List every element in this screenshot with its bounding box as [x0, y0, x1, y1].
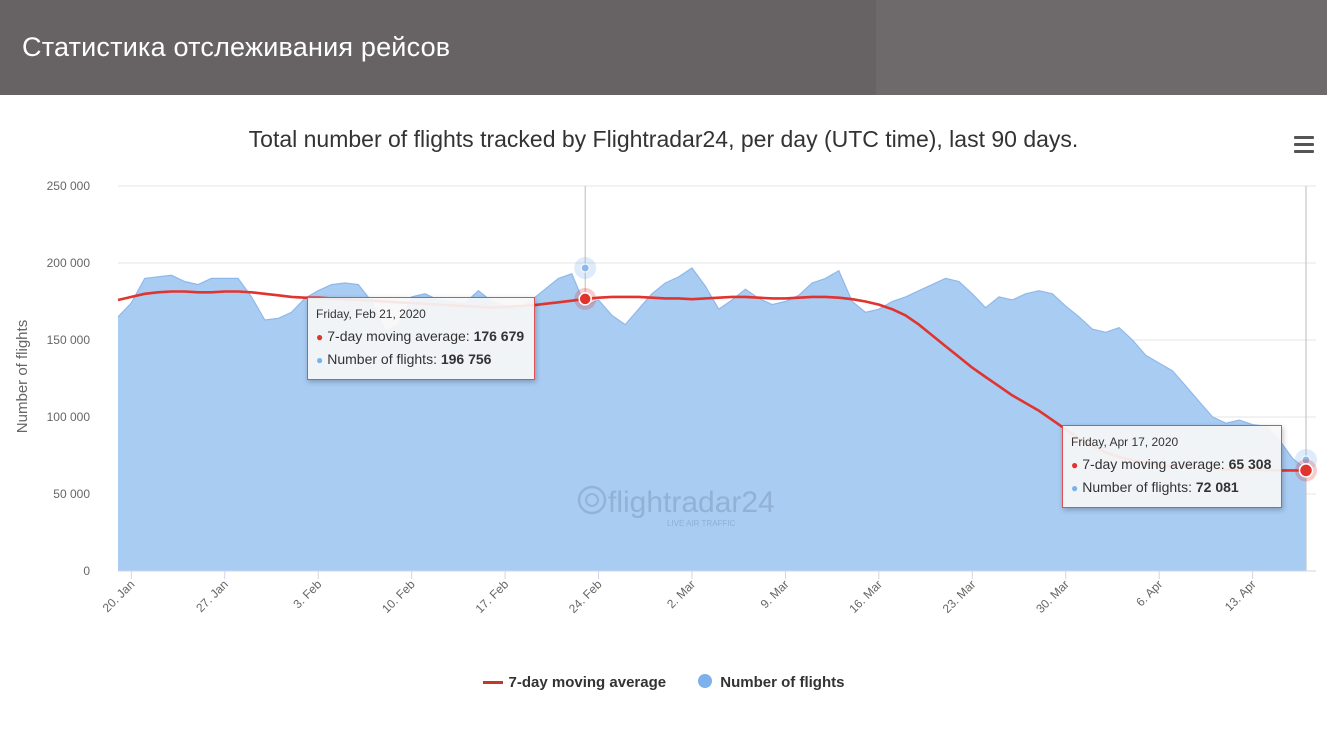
chart-title: Total number of flights tracked by Fligh… [248, 126, 1079, 152]
tooltip-avg-row: ● 7-day moving average: 176 679 [316, 325, 524, 348]
chart-legend: 7-day moving average Number of flights [0, 674, 1327, 691]
x-tick-label: 10. Feb [379, 577, 418, 616]
x-tick-label: 23. Mar [940, 577, 979, 616]
bullet-red-icon: ● [1071, 458, 1079, 472]
x-tick-label: 9. Mar [758, 577, 792, 611]
x-tick-label: 17. Feb [473, 577, 512, 616]
tooltip-date: Friday, Feb 21, 2020 [316, 307, 426, 321]
y-tick-label: 200 000 [47, 256, 91, 270]
y-tick-label: 50 000 [53, 487, 90, 501]
tooltip-date: Friday, Apr 17, 2020 [1071, 435, 1179, 449]
legend-dot-icon [698, 674, 713, 689]
tooltip-feb-21: Friday, Feb 21, 2020 ● 7-day moving avera… [307, 297, 536, 380]
menu-bar [1294, 136, 1314, 139]
bullet-blue-icon: ● [316, 353, 324, 367]
header-shade [0, 0, 876, 95]
watermark-tagline: LIVE AIR TRAFFIC [667, 519, 736, 528]
tooltip-apr-17: Friday, Apr 17, 2020 ● 7-day moving avera… [1062, 425, 1283, 508]
x-tick-label: 2. Mar [664, 577, 698, 611]
y-axis-label: Number of flights [14, 320, 31, 433]
avg-point-feb [578, 292, 592, 306]
legend-line-icon [482, 680, 503, 684]
x-tick-label: 13. Apr [1222, 577, 1259, 614]
watermark-logo-icon [577, 485, 607, 515]
tooltip-avg-value: 65 308 [1228, 456, 1272, 472]
tooltip-avg-value: 176 679 [473, 328, 525, 344]
watermark-layer: flightradar24 LIVE AIR TRAFFIC [577, 485, 775, 528]
x-tick-label: 20. Jan [100, 577, 138, 615]
tooltip-avg-label: 7-day moving average: [327, 328, 470, 344]
watermark-logo-text: flightradar24 [608, 486, 775, 519]
legend-flights-label: Number of flights [720, 674, 845, 691]
bullet-blue-icon: ● [1071, 481, 1079, 495]
avg-point-apr [1298, 463, 1314, 478]
bullet-red-icon: ● [316, 330, 324, 344]
page-header: Статистика отслеживания рейсов [0, 0, 1327, 95]
hamburger-menu-icon[interactable] [1294, 136, 1314, 154]
x-tick-label: 3. Feb [290, 577, 324, 611]
tooltip-count-row: ● Number of flights: 196 756 [316, 348, 524, 371]
x-tick-label: 30. Mar [1033, 577, 1072, 616]
menu-bar [1294, 150, 1314, 153]
tooltip-count-label: Number of flights: [327, 351, 437, 367]
y-tick-label: 0 [83, 564, 90, 578]
tooltip-count-value: 72 081 [1195, 479, 1239, 495]
x-tick-label: 24. Feb [566, 577, 605, 616]
y-tick-label: 150 000 [47, 333, 91, 347]
tooltip-count-label: Number of flights: [1082, 479, 1192, 495]
y-tick-label: 100 000 [47, 410, 91, 424]
x-tick-label: 16. Mar [846, 577, 885, 616]
x-tick-label: 27. Jan [193, 577, 231, 615]
x-tick-label: 6. Apr [1133, 577, 1165, 609]
page-title: Статистика отслеживания рейсов [22, 32, 451, 62]
tooltip-count-row: ● Number of flights: 72 081 [1071, 476, 1271, 499]
y-tick-label: 250 000 [47, 179, 91, 193]
flights-point-feb [580, 263, 590, 273]
tooltip-avg-row: ● 7-day moving average: 65 308 [1071, 453, 1271, 476]
tooltip-avg-label: 7-day moving average: [1082, 456, 1225, 472]
legend-average-label: 7-day moving average [508, 674, 667, 691]
legend-item-flights[interactable]: Number of flights [698, 674, 844, 691]
menu-bar [1294, 143, 1314, 146]
watermark-logo-icon-inner [585, 493, 599, 507]
legend-item-average[interactable]: 7-day moving average [482, 674, 667, 691]
marker-layer [574, 256, 1317, 482]
tooltip-count-value: 196 756 [440, 351, 492, 367]
